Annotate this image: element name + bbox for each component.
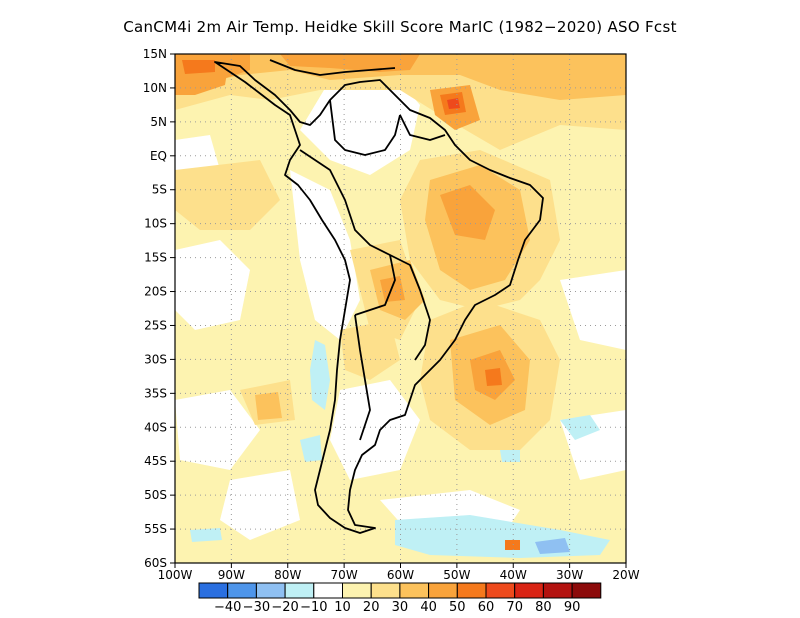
longitude-labels: 100W 90W 80W 70W 60W 50W 40W 30W 20W xyxy=(158,563,640,582)
skill-score-field xyxy=(175,54,626,563)
colorbar-swatch xyxy=(399,582,430,599)
lat-tick-label: 5S xyxy=(152,183,167,197)
lat-tick-label: 45S xyxy=(144,454,167,468)
lon-tick-label: 50W xyxy=(443,568,470,582)
colorbar-swatch xyxy=(313,582,343,599)
colorbar-swatch xyxy=(428,582,458,599)
lat-tick-label: 60S xyxy=(144,556,167,570)
colorbar-label: 10 xyxy=(334,600,351,615)
colorbar-label: 80 xyxy=(535,600,552,615)
lon-tick-label: 100W xyxy=(158,568,193,582)
colorbar-label: 20 xyxy=(363,600,380,615)
colorbar-label: −30 xyxy=(243,600,270,615)
colorbar-label: −40 xyxy=(214,600,241,615)
coastlines xyxy=(214,59,544,534)
colorbar-label: 60 xyxy=(478,600,495,615)
lon-tick-label: 70W xyxy=(331,568,358,582)
lat-tick-label: EQ xyxy=(150,149,167,163)
colorbar-swatch xyxy=(542,582,573,599)
colorbar-swatch xyxy=(571,582,602,599)
lat-tick-label: 10N xyxy=(143,81,167,95)
colorbar-label: 90 xyxy=(564,600,581,615)
colorbar-swatch xyxy=(456,582,487,599)
lat-tick-label: 20S xyxy=(144,285,167,299)
lon-tick-label: 20W xyxy=(612,568,639,582)
lon-tick-label: 60W xyxy=(387,568,414,582)
colorbar-label: 70 xyxy=(506,600,523,615)
colorbar-swatch xyxy=(485,582,516,599)
lat-tick-label: 15S xyxy=(144,251,167,265)
colorbar-label: 50 xyxy=(449,600,466,615)
lon-tick-label: 90W xyxy=(218,568,245,582)
colorbar-label: 30 xyxy=(392,600,409,615)
colorbar-swatch xyxy=(284,582,315,599)
lat-tick-label: 15N xyxy=(143,47,167,61)
colorbar-label: 40 xyxy=(420,600,437,615)
latitude-labels: 15N 10N 5N EQ 5S 10S 15S 20S 25S 30S 35S 40S 45S 50S 5… xyxy=(143,47,175,570)
lat-tick-label: 35S xyxy=(144,386,167,400)
lat-tick-label: 30S xyxy=(144,352,167,366)
lon-tick-label: 30W xyxy=(556,568,583,582)
lon-tick-label: 40W xyxy=(500,568,527,582)
colorbar-swatch xyxy=(514,582,544,599)
lon-tick-label: 80W xyxy=(274,568,301,582)
colorbar-swatch xyxy=(198,582,229,599)
colorbar-swatch xyxy=(342,582,372,599)
lat-tick-label: 40S xyxy=(144,420,167,434)
colorbar-swatch xyxy=(227,582,257,599)
colorbar-swatch xyxy=(255,582,286,599)
colorbar-swatch xyxy=(370,582,401,599)
map-gridlines xyxy=(175,54,626,563)
lat-tick-label: 55S xyxy=(144,522,167,536)
colorbar-label: −20 xyxy=(271,600,298,615)
colorbar-label: −10 xyxy=(300,600,327,615)
colorbar: −40 −30 −20 −10 10 20 30 40 50 60 70 80 90 xyxy=(198,582,602,615)
map-title: CanCM4i 2m Air Temp. Heidke Skill Score … xyxy=(123,18,677,36)
lat-tick-label: 50S xyxy=(144,488,167,502)
lat-tick-label: 10S xyxy=(144,217,167,231)
lat-tick-label: 25S xyxy=(144,318,167,332)
lat-tick-label: 5N xyxy=(150,115,167,129)
